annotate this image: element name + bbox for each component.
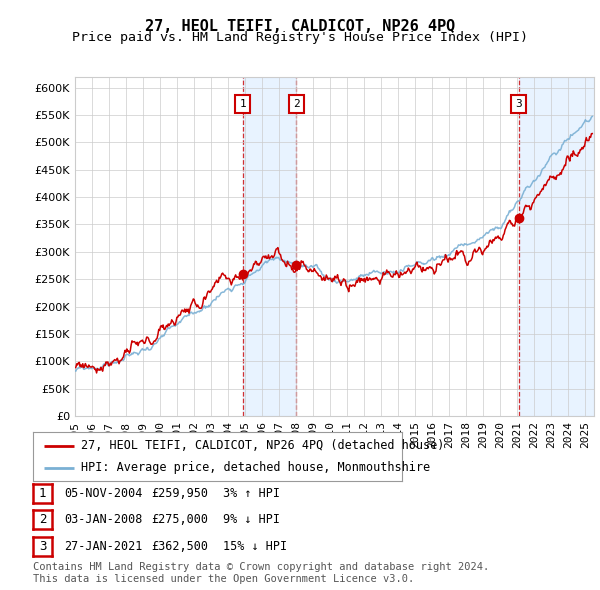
Text: 1: 1 [39,487,46,500]
Bar [242,77,296,416]
Text: Price paid vs. HM Land Registry's House Price Index (HPI): Price paid vs. HM Land Registry's House … [72,31,528,44]
Text: £362,500: £362,500 [151,540,208,553]
Text: 03-JAN-2008: 03-JAN-2008 [64,513,143,526]
Text: 3: 3 [515,99,522,109]
Text: 3: 3 [39,540,46,553]
Text: 2: 2 [39,513,46,526]
Text: Contains HM Land Registry data © Crown copyright and database right 2024.
This d: Contains HM Land Registry data © Crown c… [33,562,489,584]
Text: 2: 2 [293,99,300,109]
Text: 15% ↓ HPI: 15% ↓ HPI [223,540,287,553]
Text: 05-NOV-2004: 05-NOV-2004 [64,487,143,500]
Text: £259,950: £259,950 [151,487,208,500]
Text: 3% ↑ HPI: 3% ↑ HPI [223,487,280,500]
Text: 27, HEOL TEIFI, CALDICOT, NP26 4PQ: 27, HEOL TEIFI, CALDICOT, NP26 4PQ [145,19,455,34]
Text: 27-JAN-2021: 27-JAN-2021 [64,540,143,553]
Text: 9% ↓ HPI: 9% ↓ HPI [223,513,280,526]
Text: HPI: Average price, detached house, Monmouthshire: HPI: Average price, detached house, Monm… [81,461,430,474]
Text: 1: 1 [239,99,246,109]
Text: 27, HEOL TEIFI, CALDICOT, NP26 4PQ (detached house): 27, HEOL TEIFI, CALDICOT, NP26 4PQ (deta… [81,439,445,452]
Text: £275,000: £275,000 [151,513,208,526]
Bar [518,77,594,416]
